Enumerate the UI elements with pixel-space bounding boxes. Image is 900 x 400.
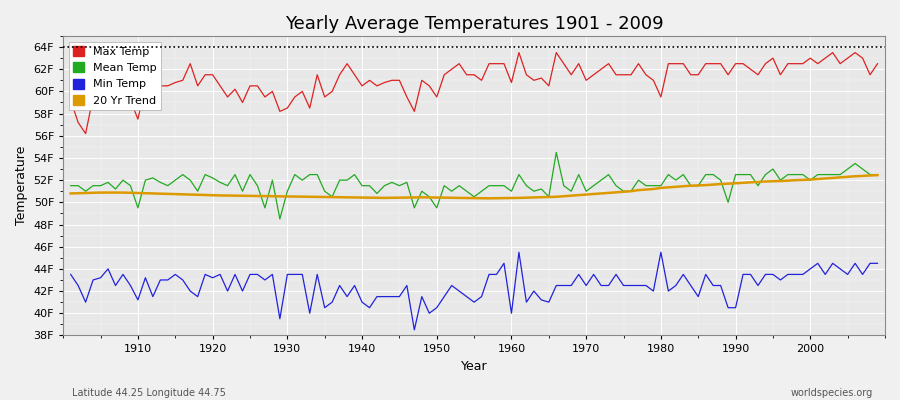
Legend: Max Temp, Mean Temp, Min Temp, 20 Yr Trend: Max Temp, Mean Temp, Min Temp, 20 Yr Tre…: [68, 42, 161, 110]
Text: worldspecies.org: worldspecies.org: [791, 388, 873, 398]
Title: Yearly Average Temperatures 1901 - 2009: Yearly Average Temperatures 1901 - 2009: [284, 15, 663, 33]
Y-axis label: Temperature: Temperature: [15, 146, 28, 225]
X-axis label: Year: Year: [461, 360, 488, 373]
Text: Latitude 44.25 Longitude 44.75: Latitude 44.25 Longitude 44.75: [72, 388, 226, 398]
